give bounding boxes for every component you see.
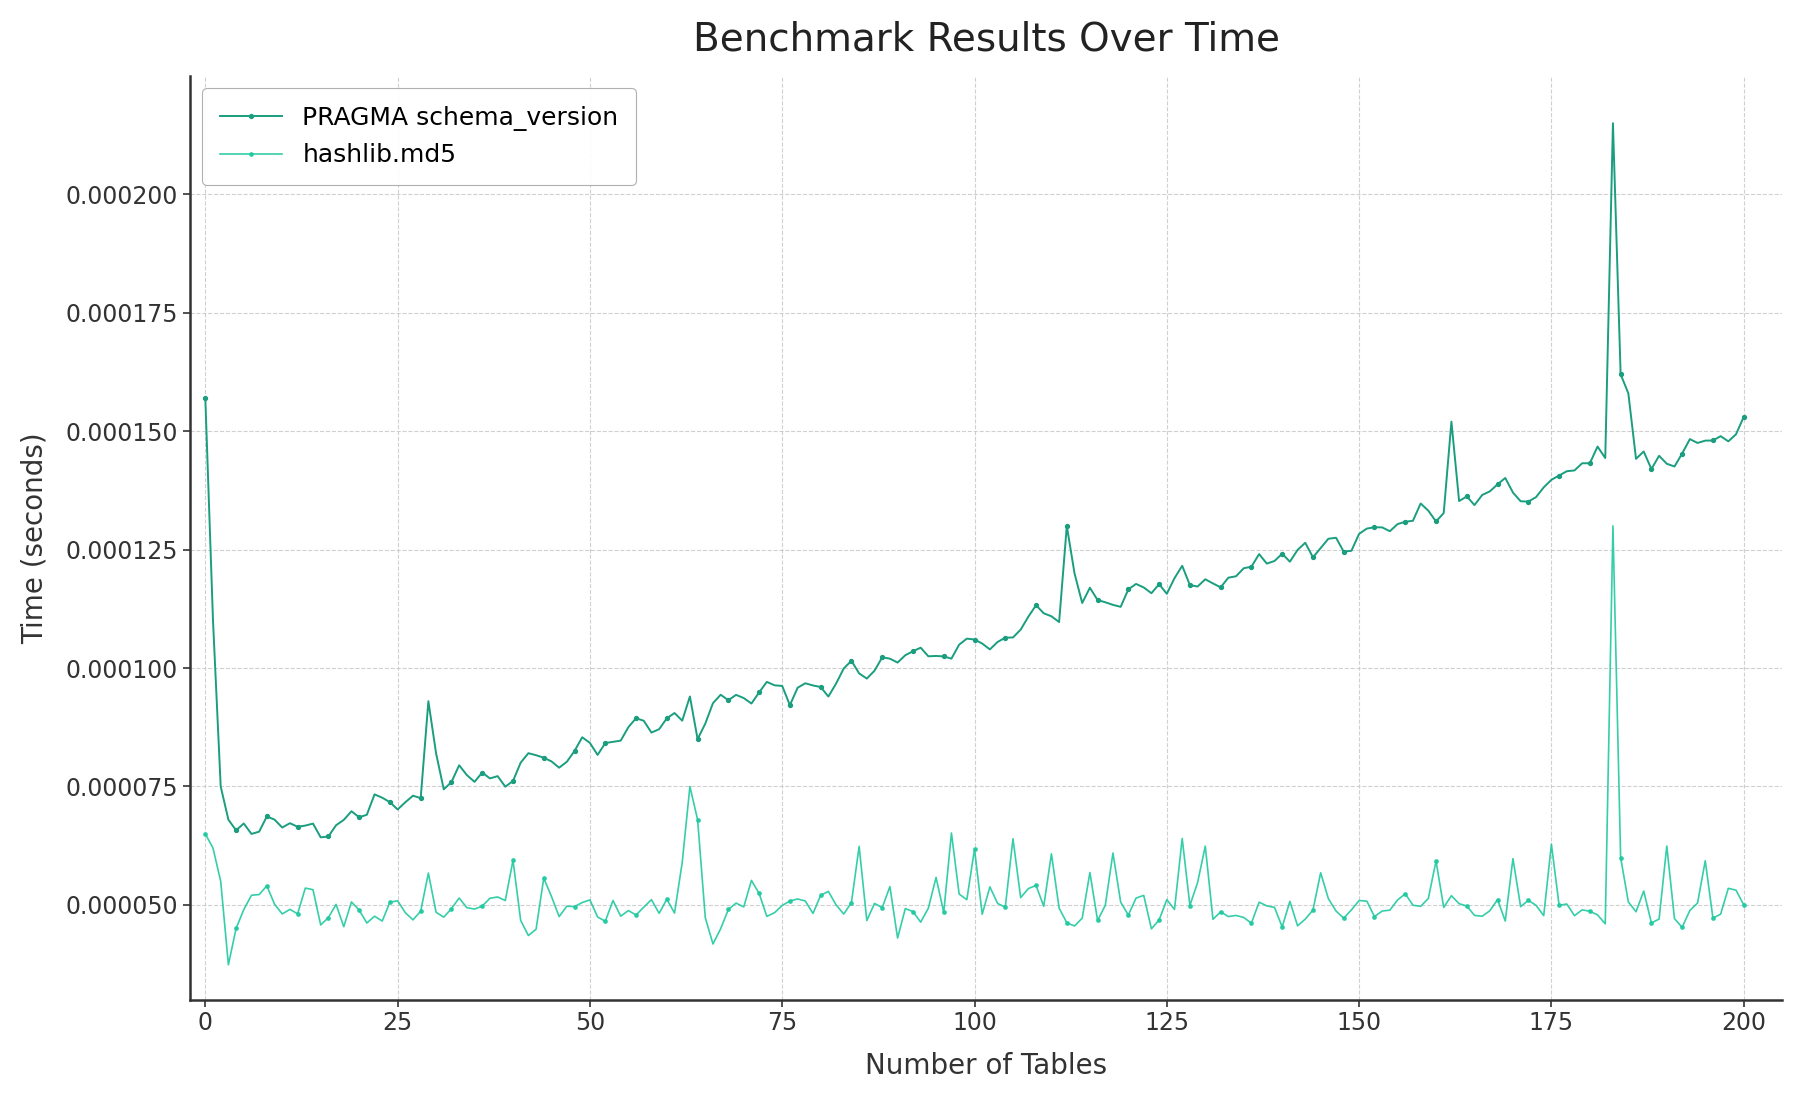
Line: PRAGMA schema_version: PRAGMA schema_version [204,121,1745,839]
PRAGMA schema_version [341,805,362,818]
Line: hashlib.md5: hashlib.md5 [204,524,1745,967]
PRAGMA schema_version [202,614,224,628]
hashlib.md5 [195,827,216,840]
hashlib.md5 [849,840,871,853]
hashlib.md5 [1603,520,1625,533]
hashlib.md5 [1617,895,1639,908]
hashlib.md5 [764,906,786,919]
PRAGMA schema_version [1603,117,1625,130]
hashlib.md5 [1033,900,1055,913]
PRAGMA schema_version [1733,411,1754,424]
hashlib.md5 [1733,898,1754,912]
PRAGMA schema_version [195,391,216,404]
hashlib.md5 [218,958,240,971]
X-axis label: Number of Tables: Number of Tables [865,1053,1107,1080]
Title: Benchmark Results Over Time: Benchmark Results Over Time [692,21,1280,58]
hashlib.md5 [341,895,362,908]
PRAGMA schema_version [1033,607,1055,620]
PRAGMA schema_version [764,678,786,691]
PRAGMA schema_version [310,831,332,844]
Legend: PRAGMA schema_version, hashlib.md5: PRAGMA schema_version, hashlib.md5 [202,88,636,185]
PRAGMA schema_version [849,667,871,680]
Y-axis label: Time (seconds): Time (seconds) [22,432,49,644]
PRAGMA schema_version [1617,386,1639,400]
hashlib.md5 [202,841,224,854]
